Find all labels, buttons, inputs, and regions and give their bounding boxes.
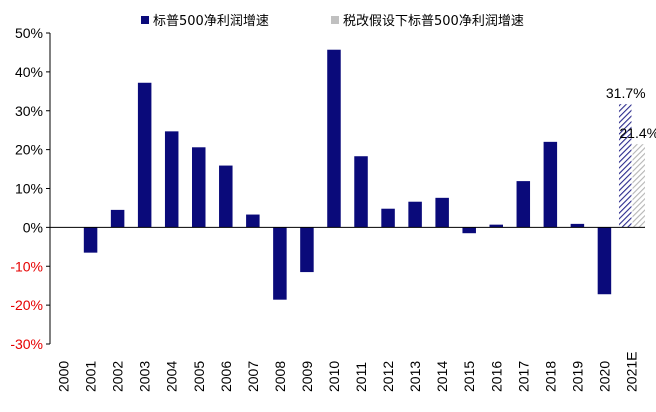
y-axis: 50% 40% 30% 20% 10% 0% -10% -20% -30% — [10, 25, 51, 352]
y-tick-label: 10% — [15, 181, 43, 197]
x-tick-label: 2007 — [245, 361, 261, 392]
bar-2021E-taxreform — [632, 144, 645, 228]
legend-swatch-actual — [141, 16, 149, 24]
x-tick-label: 2014 — [434, 361, 450, 392]
y-tick-label: 30% — [15, 103, 43, 119]
y-tick-label: -10% — [10, 258, 43, 274]
x-tick-label: 2004 — [164, 361, 180, 392]
bar-2003 — [137, 82, 152, 228]
x-tick-label: 2010 — [326, 361, 342, 392]
bar-2013 — [408, 201, 422, 228]
bars — [83, 49, 645, 300]
legend-swatch-taxreform — [331, 16, 339, 24]
y-tick-label: -20% — [10, 297, 43, 313]
y-tick-label: 20% — [15, 142, 43, 158]
bar-2014 — [435, 197, 449, 228]
y-tick-label: 0% — [23, 219, 43, 235]
x-tick-label: 2015 — [461, 361, 477, 392]
bar-2010 — [327, 49, 341, 228]
x-tick-label: 2012 — [380, 361, 396, 392]
x-axis: 2000 2001 2002 2003 2004 2005 2006 2007 2008 2009… — [50, 226, 645, 392]
x-tick-label: 2005 — [191, 361, 207, 392]
legend: 标普500净利润增速 税改假设下标普500净利润增速 — [141, 14, 524, 29]
bar-2001 — [83, 227, 98, 253]
bar-2016 — [489, 224, 503, 228]
bar-2011 — [354, 156, 368, 228]
x-tick-label: 2017 — [515, 361, 531, 392]
y-tick-label: 40% — [15, 64, 43, 80]
y-tick-label: -30% — [10, 336, 43, 352]
x-tick-label: 2020 — [596, 361, 612, 392]
legend-label-taxreform: 税改假设下标普500净利润增速 — [343, 14, 524, 29]
bar-2007 — [246, 214, 260, 228]
x-tick-label: 2016 — [488, 361, 504, 392]
bar-2006 — [219, 165, 233, 228]
x-tick-label: 2008 — [272, 361, 288, 392]
bar-2008 — [273, 227, 287, 300]
bar-2018 — [543, 141, 558, 228]
bar-2017 — [516, 181, 531, 228]
data-label-2021E-taxreform: 21.4% — [619, 125, 656, 141]
y-tick-label: 50% — [15, 25, 43, 41]
x-tick-label: 2009 — [299, 361, 315, 392]
x-tick-label: 2001 — [83, 361, 99, 392]
bar-2021E-actual — [618, 104, 632, 228]
data-labels: 31.7% 21.4% — [606, 85, 656, 141]
x-tick-label: 2003 — [137, 361, 153, 392]
x-tick-label: 2002 — [110, 361, 126, 392]
bar-2020 — [597, 227, 612, 295]
data-label-2021E-actual: 31.7% — [606, 85, 646, 101]
x-tick-label: 2018 — [542, 361, 558, 392]
bar-2005 — [192, 147, 206, 228]
x-tick-label: 2019 — [569, 361, 585, 392]
x-tick-label: 2021E — [623, 352, 639, 392]
bar-2012 — [381, 208, 395, 228]
x-tick-label: 2000 — [56, 361, 72, 392]
x-tick-label: 2006 — [218, 361, 234, 392]
bar-2002 — [110, 209, 125, 228]
x-tick-label: 2013 — [407, 361, 423, 392]
bar-2019 — [570, 223, 585, 228]
legend-label-actual: 标普500净利润增速 — [153, 14, 269, 29]
bar-2004 — [164, 131, 179, 228]
bar-2009 — [300, 227, 314, 273]
bar-2015 — [462, 227, 476, 234]
x-tick-label: 2011 — [353, 362, 369, 392]
